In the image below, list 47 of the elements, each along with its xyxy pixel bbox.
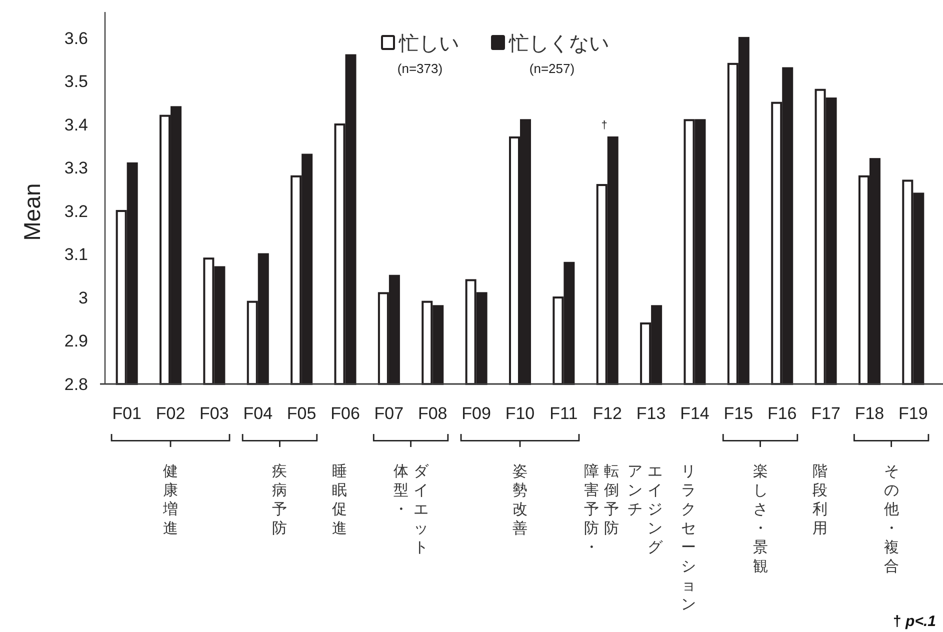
- y-tick-label: 2.8: [64, 375, 88, 394]
- x-tick-label: F16: [767, 404, 797, 423]
- x-tick-label: F18: [854, 404, 884, 423]
- x-tick-label: F19: [898, 404, 928, 423]
- text: 睡眠促進: [332, 463, 347, 537]
- y-tick-label: 3.4: [64, 115, 88, 134]
- annotation: (n=373): [397, 61, 443, 76]
- text: 転倒予防: [604, 463, 619, 537]
- x-tick-label: F09: [462, 404, 491, 423]
- text: 階段利用: [812, 463, 828, 537]
- text: 健康増進: [162, 463, 178, 537]
- text: 疾病予防: [272, 463, 288, 537]
- x-tick-label: F12: [592, 404, 622, 423]
- x-tick-label: F14: [680, 404, 710, 423]
- y-tick-label: 3: [78, 288, 88, 308]
- x-tick-label: F04: [243, 404, 273, 423]
- y-tick-label: 3.5: [64, 72, 88, 92]
- x-tick-label: F05: [286, 404, 316, 423]
- x-tick-label: F17: [811, 404, 840, 423]
- x-tick-label: F15: [724, 404, 754, 423]
- y-tick-label: 3.3: [64, 158, 88, 178]
- annotation: †: [601, 119, 608, 132]
- x-tick-label: F01: [112, 404, 142, 423]
- legend-label: 忙しくない: [508, 33, 609, 55]
- x-tick-label: F13: [636, 404, 666, 423]
- annotation: (n=257): [529, 61, 575, 76]
- x-tick-label: F08: [418, 404, 448, 423]
- x-tick-label: F07: [374, 404, 404, 423]
- y-tick-label: 2.9: [64, 332, 88, 351]
- text: その他・複合: [884, 463, 899, 575]
- text: 体型・ダイエット: [393, 463, 428, 556]
- text: 楽しさ・景観: [752, 463, 768, 575]
- x-tick-label: F02: [156, 404, 186, 423]
- y-tick-label: 3.1: [64, 245, 88, 264]
- x-tick-label: F06: [330, 404, 360, 423]
- text: アンチエイジング: [628, 463, 663, 556]
- legend-label: 忙しい: [398, 33, 459, 55]
- x-tick-label: F10: [505, 404, 535, 423]
- y-tick-label: 3.2: [64, 202, 88, 221]
- x-tick-label: F11: [550, 404, 578, 423]
- y-axis-title: Mean: [19, 183, 45, 241]
- y-tick-label: 3.6: [64, 28, 88, 48]
- text: リラクセーション: [681, 463, 696, 613]
- text: 障害予防・: [584, 463, 599, 556]
- text: 姿勢改善: [512, 463, 528, 537]
- x-tick-label: F03: [200, 404, 229, 423]
- text: † p<.1: [893, 613, 936, 630]
